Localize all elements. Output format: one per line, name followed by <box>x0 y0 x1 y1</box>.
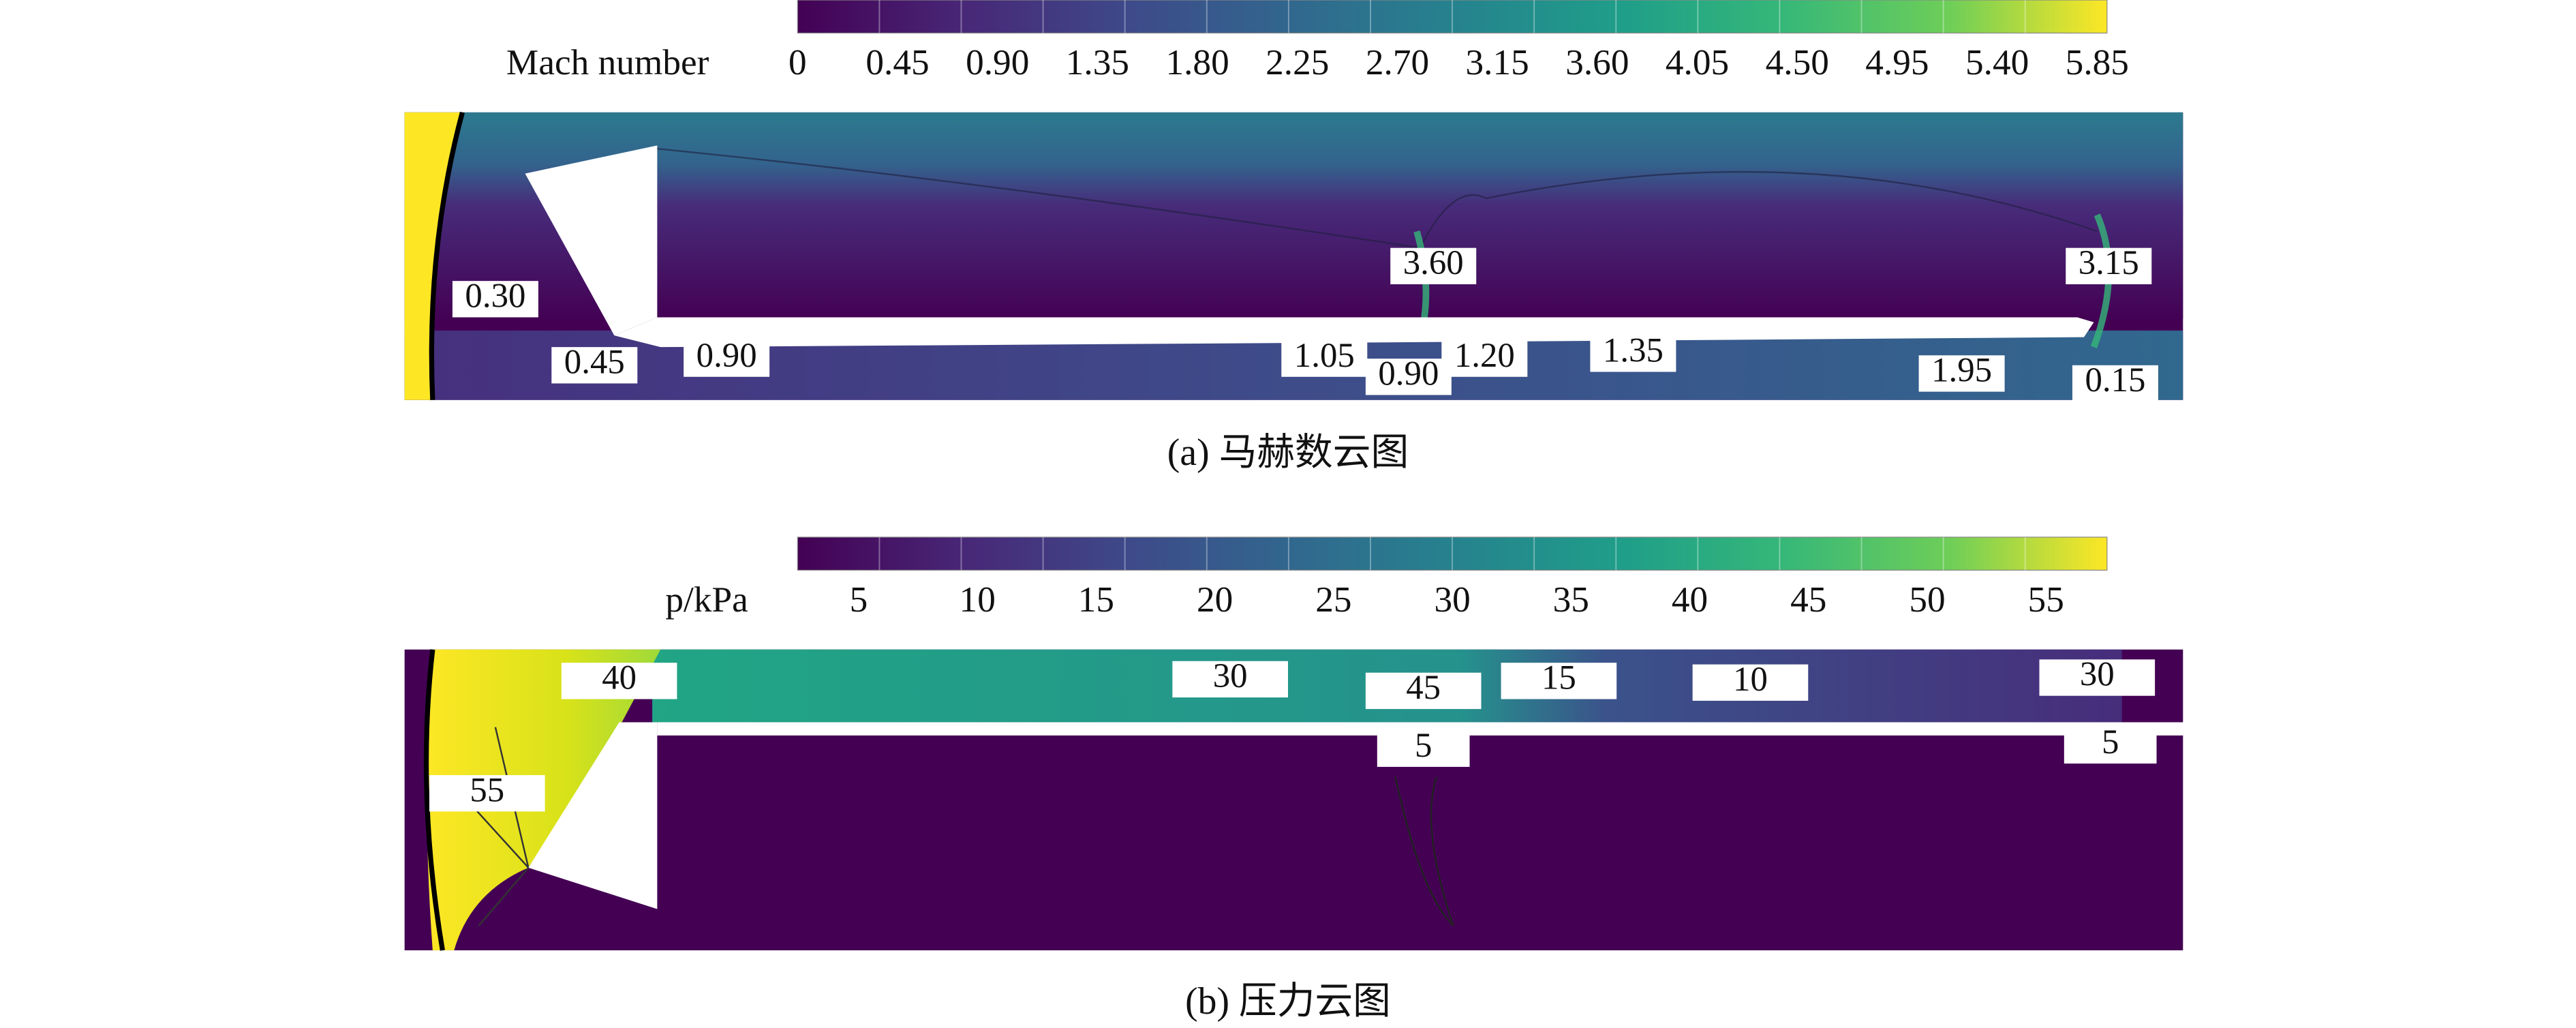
colorbar-tick-label: 4.05 <box>1666 42 1729 82</box>
label-box <box>684 340 770 377</box>
contour-label: 30 <box>1213 657 1248 695</box>
label-box <box>561 663 677 699</box>
colorbar-tick-label: 5.40 <box>1965 42 2029 82</box>
contour-label: 3.15 <box>2079 244 2139 282</box>
colorbar-tick-label: 40 <box>1672 579 1708 620</box>
contour-label: 0.90 <box>696 337 757 375</box>
annotations: Mach number 0 0.45 0.90 1.35 1.80 2.25 2.70 3.15… <box>429 0 2158 1023</box>
colorbar-tick-label: 5.85 <box>2066 42 2129 82</box>
label-box <box>1918 355 2005 392</box>
label-box <box>1590 335 1676 372</box>
colorbar-tick-label: 4.95 <box>1865 42 1929 82</box>
contour-label: 1.05 <box>1294 337 1355 375</box>
contour-label: 45 <box>1406 669 1441 707</box>
contour-label: 0.90 <box>1378 354 1439 393</box>
contour-label: 5 <box>1415 727 1432 765</box>
label-box <box>1365 359 1452 395</box>
contour-label: 5 <box>2102 723 2119 761</box>
caption: (b) 压力云图 <box>1185 980 1391 1023</box>
contour-label: 15 <box>1542 659 1576 697</box>
label-box <box>1501 663 1617 699</box>
colorbar-tick-label: 1.80 <box>1165 42 1229 82</box>
label-box <box>1441 340 1528 377</box>
colorbar-tick-label: 10 <box>960 579 996 620</box>
colorbar-tick-label: 3.60 <box>1565 42 1629 82</box>
colorbar-tick-label: 2.25 <box>1266 42 1329 82</box>
colorbar-tick-label: 30 <box>1434 579 1470 620</box>
label-box <box>1281 340 1368 377</box>
colorbar-tick-label: 15 <box>1078 579 1114 620</box>
contour-label: 1.95 <box>1931 352 1992 390</box>
colorbar-tick-label: 2.70 <box>1366 42 1429 82</box>
caption: (a) 马赫数云图 <box>1167 432 1409 474</box>
contour-label: 1.35 <box>1603 331 1663 369</box>
colorbar-tick-label: 25 <box>1315 579 1351 620</box>
label-box <box>452 281 538 318</box>
contour-label: 30 <box>2080 656 2115 694</box>
label-box <box>2072 365 2158 402</box>
colorbar <box>797 536 2108 571</box>
label-box <box>1172 661 1288 698</box>
label-box <box>2039 659 2156 696</box>
contour-label: 3.60 <box>1403 244 1464 282</box>
colorbar-tick-label: 1.35 <box>1066 42 1129 82</box>
colorbar-title: p/kPa <box>665 579 748 620</box>
label-box <box>429 775 545 812</box>
contour-label: 55 <box>470 771 504 809</box>
colorbar-tick-label: 20 <box>1197 579 1233 620</box>
colorbar-tick-label: 35 <box>1553 579 1589 620</box>
contour-label: 0.15 <box>2085 361 2145 399</box>
label-box <box>1365 672 1482 710</box>
colorbar-title: Mach number <box>506 42 709 82</box>
colorbar-tick-label: 45 <box>1790 579 1826 620</box>
label-box <box>551 347 638 384</box>
contour-label: 0.30 <box>465 277 525 315</box>
colorbar-tick-label: 0 <box>788 42 807 82</box>
contour-label: 1.20 <box>1454 337 1515 375</box>
label-box <box>1692 664 1809 701</box>
colorbar-tick-label: 0.45 <box>865 42 929 82</box>
colorbar-tick-label: 3.15 <box>1466 42 1529 82</box>
colorbar-tick-label: 50 <box>1909 579 1945 620</box>
colorbar-tick-label: 0.90 <box>966 42 1029 82</box>
label-box <box>1377 730 1470 767</box>
label-box <box>2064 727 2157 764</box>
label-box <box>2066 247 2152 285</box>
pressure-field <box>404 649 2185 951</box>
contour-label: 10 <box>1733 661 1768 699</box>
colorbar <box>797 0 2108 34</box>
label-box <box>1390 247 1477 285</box>
contour-label: 40 <box>602 659 637 697</box>
colorbar-tick-label: 55 <box>2028 579 2064 620</box>
contour-label: 0.45 <box>564 343 625 381</box>
colorbar-tick-label: 5 <box>850 579 868 620</box>
colorbar-tick-label: 4.50 <box>1766 42 1829 82</box>
